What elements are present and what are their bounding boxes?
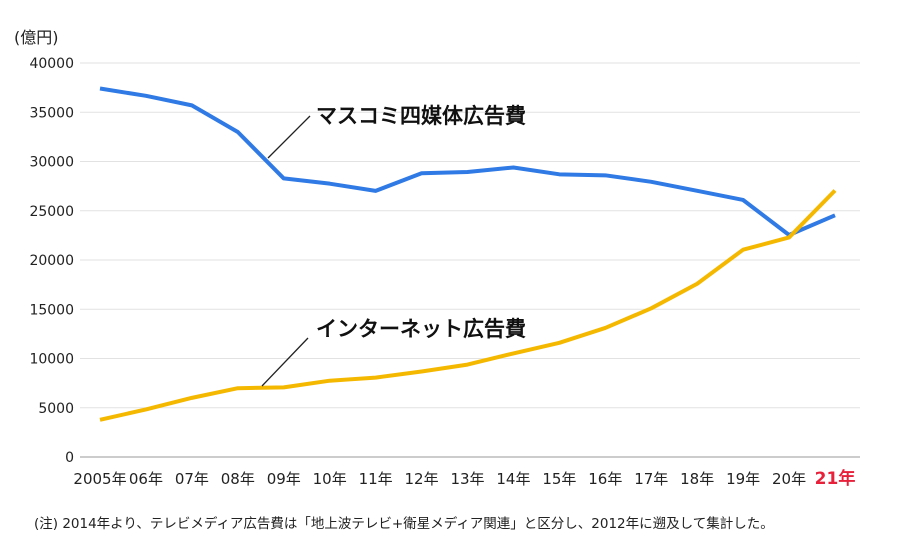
x-tick-label: 13年 [450,470,484,488]
y-tick-label: 0 [65,450,74,466]
y-tick-label: 10000 [29,352,74,368]
x-tick-label: 11年 [359,470,393,488]
series-line-1 [99,189,837,422]
x-tick-label: 19年 [726,470,760,488]
x-tick-label: 17年 [634,470,668,488]
x-tick-label: 12年 [405,470,439,488]
series-label: マスコミ四媒体広告費 [316,104,526,128]
x-tick-label: 20年 [772,470,806,488]
y-tick-label: 30000 [29,155,74,171]
y-tick-label: 40000 [29,56,74,72]
x-tick-label: 08年 [221,470,255,488]
x-tick-label: 15年 [542,470,576,488]
y-tick-label: 25000 [29,204,74,220]
y-tick-label: 35000 [29,105,74,121]
x-tick-label: 07年 [175,470,209,488]
footnote: (注) 2014年より、テレビメディア広告費は「地上波テレビ+衛星メディア関連」… [34,516,774,532]
x-tick-label: 10年 [313,470,347,488]
x-tick-label: 18年 [680,470,714,488]
x-tick-label: 16年 [588,470,622,488]
series-label: インターネット広告費 [316,317,526,341]
x-tick-label: 09年 [267,470,301,488]
y-tick-label: 5000 [38,401,74,417]
x-tick-label: 21年 [815,468,856,489]
x-tick-label: 06年 [129,470,163,488]
x-tick-label: 14年 [496,470,530,488]
callout-line [267,115,311,159]
y-unit-label: (億円) [14,28,59,47]
callout-line [261,337,309,387]
x-tick-label: 2005年 [73,470,126,488]
y-tick-label: 15000 [29,302,74,318]
y-tick-label: 20000 [29,253,74,269]
